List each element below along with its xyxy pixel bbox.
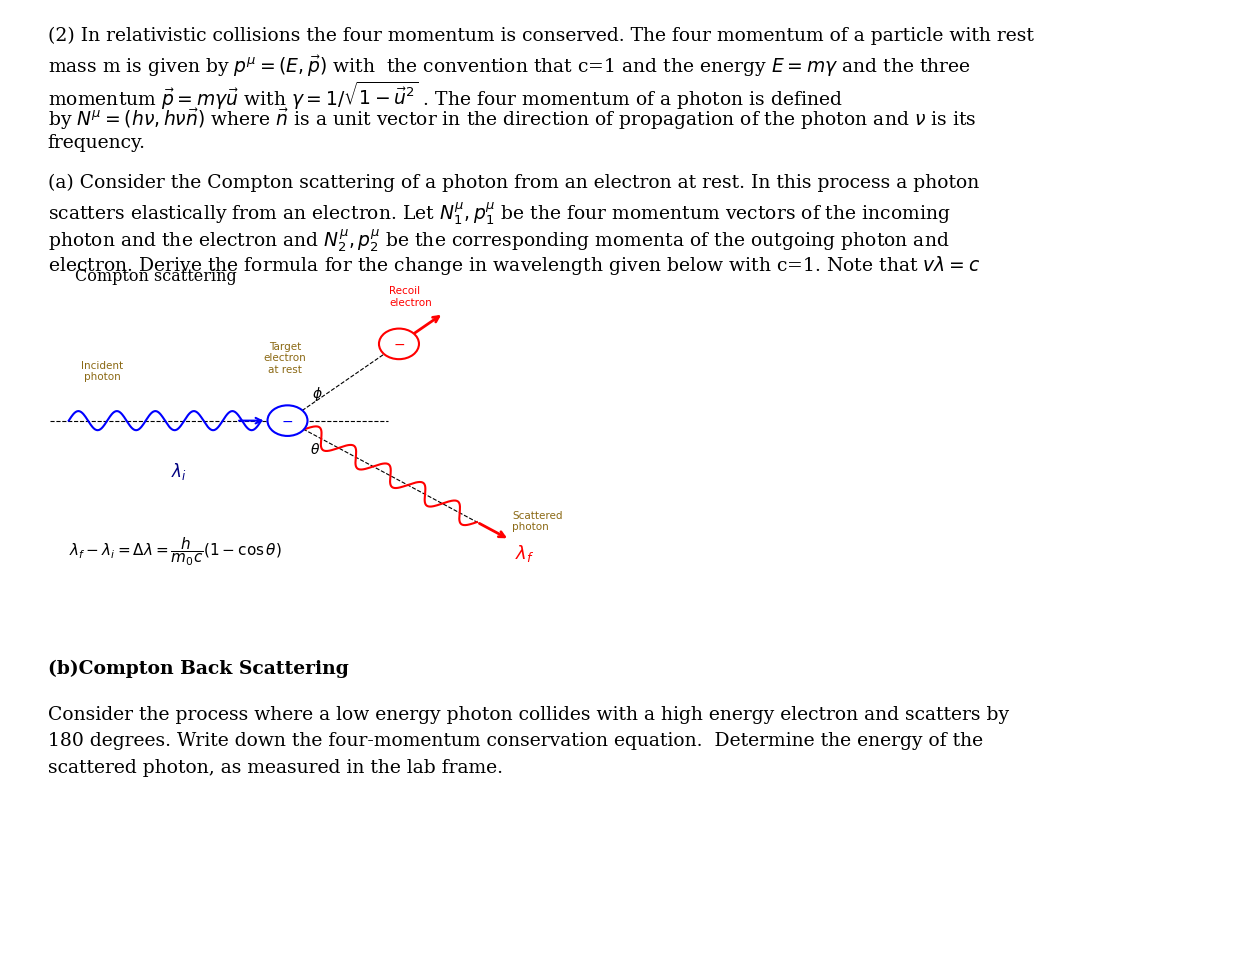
Text: $-$: $-$ [281,414,294,427]
Text: photon and the electron and $N_{2}^{\mu}, p_{2}^{\mu}$ be the corresponding mome: photon and the electron and $N_{2}^{\mu}… [48,228,949,254]
Text: $-$: $-$ [392,337,405,351]
Text: Recoil
electron: Recoil electron [389,286,431,308]
Text: scatters elastically from an electron. Let $N_{1}^{\mu}, p_{1}^{\mu}$ be the fou: scatters elastically from an electron. L… [48,201,950,228]
Text: $\phi$: $\phi$ [312,385,324,403]
Text: by $N^{\mu} = (h\nu, h\nu\vec{n})$ where $\vec{n}$ is a unit vector in the direc: by $N^{\mu} = (h\nu, h\nu\vec{n})$ where… [48,107,976,132]
Text: Target
electron
at rest: Target electron at rest [264,341,306,375]
Text: (b)Compton Back Scattering: (b)Compton Back Scattering [48,660,349,678]
Text: $\lambda_i$: $\lambda_i$ [171,461,186,482]
Text: $\lambda_f$: $\lambda_f$ [515,543,534,564]
Text: Incident
photon: Incident photon [81,360,124,382]
Text: momentum $\vec{p} = m\gamma\vec{u}$ with $\gamma = 1/\sqrt{1-\vec{u}^{2}}$ . The: momentum $\vec{p} = m\gamma\vec{u}$ with… [48,80,842,113]
Text: (a) Consider the Compton scattering of a photon from an electron at rest. In thi: (a) Consider the Compton scattering of a… [48,174,979,192]
Text: $\theta$: $\theta$ [310,442,320,457]
Text: 180 degrees. Write down the four-momentum conservation equation.  Determine the : 180 degrees. Write down the four-momentu… [48,732,982,750]
Text: scattered photon, as measured in the lab frame.: scattered photon, as measured in the lab… [48,759,503,777]
Text: (2) In relativistic collisions the four momentum is conserved. The four momentum: (2) In relativistic collisions the four … [48,27,1034,45]
Text: mass m is given by $p^{\mu} = (E, \vec{p})$ with  the convention that c=1 and th: mass m is given by $p^{\mu} = (E, \vec{p… [48,54,970,78]
Text: frequency.: frequency. [48,134,145,152]
Text: Consider the process where a low energy photon collides with a high energy elect: Consider the process where a low energy … [48,706,1009,724]
Text: electron. Derive the formula for the change in wavelength given below with c=1. : electron. Derive the formula for the cha… [48,254,980,277]
Text: Scattered
photon: Scattered photon [512,511,562,532]
Text: Compton scattering: Compton scattering [75,268,236,285]
Circle shape [268,405,308,436]
Circle shape [379,329,419,359]
Text: $\lambda_f - \lambda_i = \Delta\lambda = \dfrac{h}{m_0 c}(1-\cos\theta)$: $\lambda_f - \lambda_i = \Delta\lambda =… [69,535,281,568]
